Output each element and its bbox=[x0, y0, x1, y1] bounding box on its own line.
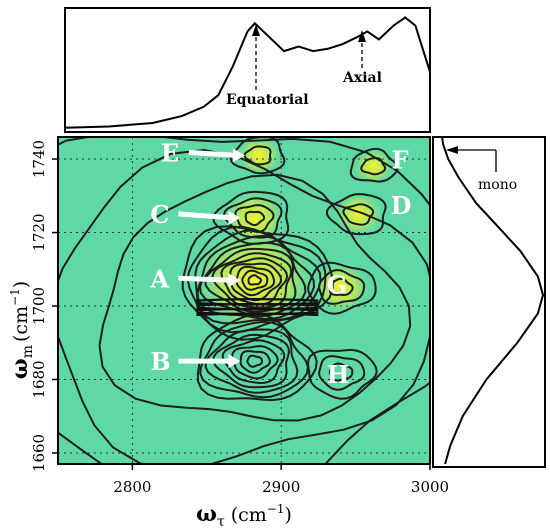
arrow-e bbox=[188, 149, 238, 158]
y-axis-symbol: ω bbox=[7, 358, 33, 379]
y-axis-unit: (cm bbox=[10, 306, 32, 342]
contour-h-3 bbox=[307, 348, 378, 400]
x-tick-label-2900: 2900 bbox=[262, 478, 300, 496]
peak-label-b: B bbox=[150, 347, 170, 376]
y-axis-title: ωm (cm−1) bbox=[7, 281, 36, 379]
peak-label-e: E bbox=[161, 138, 179, 167]
contour-a-2 bbox=[241, 269, 269, 291]
glow-d bbox=[333, 191, 384, 237]
x-axis-close: ) bbox=[285, 504, 292, 526]
peak-label-c: C bbox=[150, 200, 169, 229]
y-axis-ticks: 1660 1680 1700 1720 1740 bbox=[30, 140, 58, 472]
top-spectrum-panel: Equatorial Axial bbox=[64, 7, 431, 133]
y-tick-label-1720: 1720 bbox=[30, 213, 48, 251]
contour-d-2 bbox=[325, 193, 387, 236]
zero-band-5 bbox=[196, 307, 319, 312]
equatorial-label: Equatorial bbox=[226, 92, 309, 108]
y-axis-subscript: m bbox=[20, 345, 36, 358]
contour-outer-1 bbox=[98, 173, 412, 422]
arrow-c bbox=[178, 211, 233, 221]
x-axis-unit: (cm bbox=[231, 504, 267, 526]
main-2d-panel: A B C D E F G H 2800 2900 3000 1660 1680 1700 1720 17… bbox=[7, 136, 449, 530]
peak-label-f: F bbox=[391, 145, 408, 174]
contour-g-1 bbox=[329, 277, 354, 297]
x-axis-symbol: ω bbox=[196, 501, 217, 527]
arrowhead-a bbox=[228, 273, 241, 288]
arrowhead-c bbox=[228, 210, 241, 225]
zero-band-7 bbox=[196, 312, 319, 317]
x-tick-label-3000: 3000 bbox=[411, 478, 449, 496]
zero-band-1 bbox=[196, 298, 319, 302]
y-tick-label-1660: 1660 bbox=[30, 434, 48, 472]
y-tick-label-1700: 1700 bbox=[30, 287, 48, 325]
arrow-a bbox=[178, 275, 233, 283]
contour-h-2 bbox=[318, 355, 366, 391]
x-axis-subscript: τ bbox=[217, 514, 225, 528]
peak-label-g: G bbox=[327, 271, 348, 300]
contour-d-1 bbox=[342, 203, 375, 226]
contour-a-1 bbox=[247, 274, 262, 286]
right-spectrum-panel: mono bbox=[432, 136, 546, 468]
peak-label-d: D bbox=[391, 191, 412, 220]
y-tick-label-1680: 1680 bbox=[30, 360, 48, 398]
contour-h-1 bbox=[328, 362, 354, 382]
contour-b-1 bbox=[246, 354, 264, 368]
top-panel-frame bbox=[64, 7, 431, 133]
axial-arrowhead bbox=[358, 30, 366, 42]
top-spectrum-line bbox=[65, 16, 430, 129]
right-panel-frame bbox=[432, 136, 546, 468]
contour-f-2 bbox=[349, 147, 399, 183]
contour-g-2 bbox=[318, 268, 366, 305]
mono-label: mono bbox=[478, 177, 517, 193]
y-tick-label-1740: 1740 bbox=[30, 140, 48, 178]
zero-band-3 bbox=[196, 302, 319, 307]
right-spectrum-line bbox=[441, 137, 545, 465]
equatorial-arrowhead bbox=[252, 24, 260, 36]
contour-f-1 bbox=[360, 156, 387, 176]
axial-label: Axial bbox=[342, 70, 382, 86]
y-axis-close: ) bbox=[10, 281, 32, 288]
contour-c-1 bbox=[244, 210, 266, 227]
peak-labels: A B C D E F G H bbox=[149, 138, 411, 389]
contour-g-3 bbox=[307, 261, 377, 315]
contour-b-2 bbox=[239, 350, 271, 374]
arrowhead-b bbox=[228, 354, 241, 369]
glow-f bbox=[353, 148, 394, 185]
mono-arrowhead bbox=[446, 146, 458, 154]
arrowhead-e bbox=[232, 148, 245, 163]
x-axis-title: ωτ (cm−1) bbox=[196, 501, 292, 528]
contour-outer-2 bbox=[58, 148, 430, 464]
peak-label-a: A bbox=[149, 264, 169, 293]
contour-outer-3 bbox=[58, 137, 430, 464]
x-axis-unit-exp: −1 bbox=[267, 502, 285, 516]
glow-e bbox=[236, 137, 282, 176]
peak-label-h: H bbox=[327, 360, 350, 389]
x-axis-ticks: 2800 2900 3000 bbox=[113, 464, 449, 496]
main-panel-frame bbox=[57, 136, 431, 465]
y-axis-unit-exp: −1 bbox=[8, 288, 22, 306]
x-tick-label-2800: 2800 bbox=[113, 478, 151, 496]
